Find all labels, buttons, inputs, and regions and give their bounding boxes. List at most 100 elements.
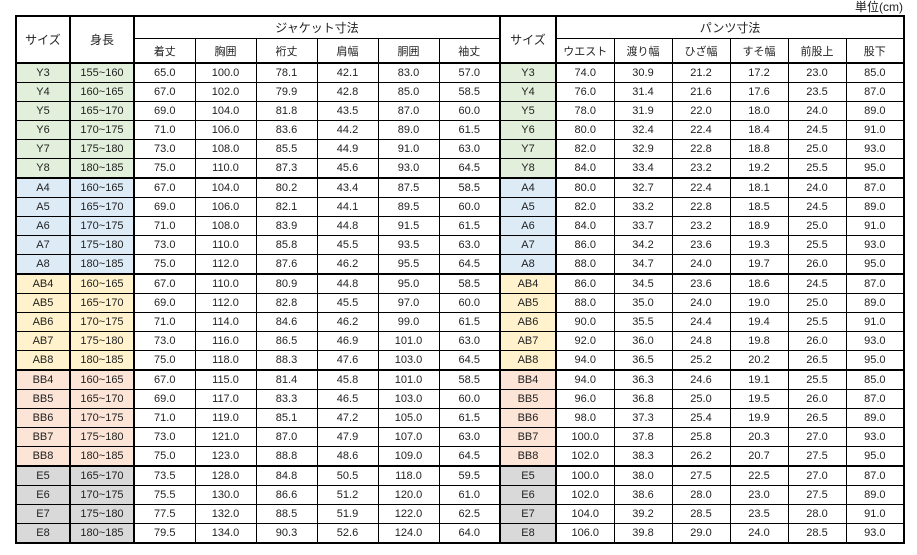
jacket-value-cell: 44.9 [316, 139, 379, 159]
pants-value-cell: 85.0 [845, 62, 906, 83]
pants-value-cell: 18.0 [729, 101, 789, 121]
jacket-value-cell: 128.0 [194, 465, 257, 486]
table-row: AB5 165~170 69.0 112.0 82.8 45.5 97.0 60.0 AB5 88… [15, 293, 906, 313]
size2-cell: E7 [499, 504, 557, 524]
jacket-value-cell: 84.6 [255, 312, 318, 332]
jacket-value-cell: 114.0 [194, 312, 257, 332]
height-cell: 165~170 [69, 465, 135, 486]
height-cell: 175~180 [69, 235, 135, 255]
jacket-value-cell: 88.5 [255, 504, 318, 524]
jacket-value-cell: 63.0 [438, 139, 501, 159]
jacket-value-cell: 67.0 [133, 273, 196, 294]
pants-value-cell: 92.0 [555, 331, 615, 351]
size-cell: AB5 [15, 293, 71, 313]
pants-value-cell: 93.0 [845, 235, 906, 255]
pants-value-cell: 37.3 [613, 408, 673, 428]
jacket-value-cell: 119.0 [194, 408, 257, 428]
size-cell: Y7 [15, 139, 71, 159]
size2-cell: AB5 [499, 293, 557, 313]
pants-value-cell: 18.9 [729, 216, 789, 236]
table-row: A5 165~170 69.0 106.0 82.1 44.1 89.5 60.0 A5 82.0… [15, 197, 906, 217]
height-cell: 165~170 [69, 293, 135, 313]
jacket-value-cell: 80.9 [255, 273, 318, 294]
jacket-value-cell: 120.0 [377, 485, 440, 505]
jacket-value-cell: 62.5 [438, 504, 501, 524]
table-row: E6 170~175 75.5 130.0 86.6 51.2 120.0 61.0 E6 102… [15, 485, 906, 505]
pants-value-cell: 22.4 [671, 177, 731, 198]
size-cell: E7 [15, 504, 71, 524]
pants-value-cell: 94.0 [555, 350, 615, 371]
size-cell: AB8 [15, 350, 71, 371]
jacket-value-cell: 107.0 [377, 427, 440, 447]
pants-value-cell: 90.0 [555, 312, 615, 332]
header-pants-col: すそ幅 [729, 38, 789, 64]
pants-value-cell: 22.0 [671, 101, 731, 121]
jacket-value-cell: 60.0 [438, 101, 501, 121]
pants-value-cell: 25.0 [787, 139, 847, 159]
height-cell: 175~180 [69, 139, 135, 159]
size-cell: Y3 [15, 62, 71, 83]
jacket-value-cell: 63.0 [438, 427, 501, 447]
size2-cell: A8 [499, 254, 557, 275]
jacket-value-cell: 87.0 [377, 101, 440, 121]
height-cell: 170~175 [69, 485, 135, 505]
jacket-value-cell: 91.0 [377, 139, 440, 159]
size2-cell: Y7 [499, 139, 557, 159]
pants-value-cell: 19.2 [729, 158, 789, 179]
size2-cell: Y6 [499, 120, 557, 140]
pants-value-cell: 26.5 [787, 408, 847, 428]
table-row: Y8 180~185 75.0 110.0 87.3 45.6 93.0 64.5 Y8 84.0… [15, 158, 906, 179]
jacket-value-cell: 101.0 [377, 331, 440, 351]
height-cell: 170~175 [69, 312, 135, 332]
jacket-value-cell: 106.0 [194, 197, 257, 217]
header-jacket-col: 着丈 [133, 38, 196, 64]
jacket-value-cell: 69.0 [133, 293, 196, 313]
pants-value-cell: 23.2 [671, 158, 731, 179]
jacket-value-cell: 85.0 [377, 82, 440, 102]
table-row: AB4 160~165 67.0 110.0 80.9 44.8 95.0 58.5 AB4 86… [15, 273, 906, 294]
jacket-value-cell: 134.0 [194, 523, 257, 544]
table-row: A4 160~165 67.0 104.0 80.2 43.4 87.5 58.5 A4 80.0… [15, 177, 906, 198]
jacket-value-cell: 51.2 [316, 485, 379, 505]
jacket-value-cell: 47.9 [316, 427, 379, 447]
pants-value-cell: 32.7 [613, 177, 673, 198]
height-cell: 165~170 [69, 389, 135, 409]
jacket-value-cell: 121.0 [194, 427, 257, 447]
size2-cell: AB7 [499, 331, 557, 351]
table-row: AB8 180~185 75.0 118.0 88.3 47.6 103.0 64.5 AB8 9… [15, 350, 906, 371]
pants-value-cell: 74.0 [555, 62, 615, 83]
jacket-value-cell: 77.5 [133, 504, 196, 524]
pants-value-cell: 87.0 [845, 273, 906, 294]
size-spec-table: サイズ 身長 ジャケット寸法 サイズ パンツ寸法 着丈 胸囲 裄丈 肩幅 胴囲 袖丈 ウエス… [15, 15, 906, 544]
pants-value-cell: 25.0 [787, 216, 847, 236]
jacket-value-cell: 43.4 [316, 177, 379, 198]
pants-value-cell: 84.0 [555, 216, 615, 236]
size-cell: A7 [15, 235, 71, 255]
pants-value-cell: 19.8 [729, 331, 789, 351]
jacket-value-cell: 73.5 [133, 465, 196, 486]
pants-value-cell: 89.0 [845, 197, 906, 217]
pants-value-cell: 35.5 [613, 312, 673, 332]
pants-value-cell: 95.0 [845, 158, 906, 179]
pants-value-cell: 19.1 [729, 369, 789, 390]
pants-value-cell: 104.0 [555, 504, 615, 524]
height-cell: 170~175 [69, 216, 135, 236]
pants-value-cell: 19.4 [729, 312, 789, 332]
pants-value-cell: 19.3 [729, 235, 789, 255]
pants-value-cell: 25.5 [787, 312, 847, 332]
pants-value-cell: 24.0 [671, 293, 731, 313]
size-cell: E8 [15, 523, 71, 544]
jacket-value-cell: 65.0 [133, 62, 196, 83]
pants-value-cell: 34.2 [613, 235, 673, 255]
jacket-value-cell: 73.0 [133, 139, 196, 159]
pants-value-cell: 28.0 [671, 485, 731, 505]
pants-value-cell: 106.0 [555, 523, 615, 544]
pants-value-cell: 21.2 [671, 62, 731, 83]
height-cell: 180~185 [69, 523, 135, 544]
pants-value-cell: 26.0 [787, 331, 847, 351]
pants-value-cell: 18.1 [729, 177, 789, 198]
header-jacket-col: 胴囲 [377, 38, 440, 64]
pants-value-cell: 25.4 [671, 408, 731, 428]
size2-cell: Y5 [499, 101, 557, 121]
pants-value-cell: 95.0 [845, 446, 906, 467]
